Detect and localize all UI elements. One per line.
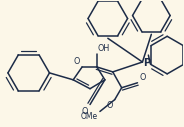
Text: O: O	[106, 101, 113, 110]
Text: O: O	[139, 73, 146, 82]
Text: OH: OH	[98, 44, 110, 53]
Text: O: O	[82, 107, 88, 116]
Text: OMe: OMe	[81, 113, 98, 121]
Text: P: P	[144, 58, 151, 68]
Text: O: O	[74, 57, 80, 66]
